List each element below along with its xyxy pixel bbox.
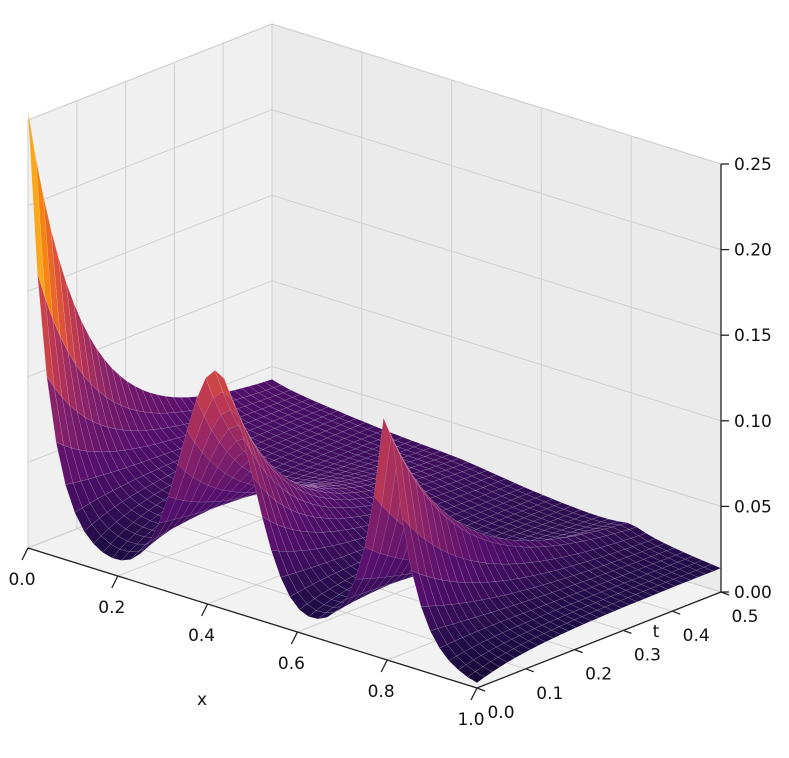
t-tick [477,688,485,691]
x-tick [22,548,28,560]
z-tick-label: 0.00 [734,583,772,603]
z-tick-label: 0.20 [734,241,772,261]
x-tick-label: 1.0 [457,710,484,730]
x-tick [202,604,208,616]
x-tick-label: 0.2 [98,598,125,618]
t-tick-label: 0.4 [683,626,710,646]
t-tick [575,650,583,653]
x-tick [381,660,387,672]
x-tick [291,632,297,644]
t-tick [526,669,534,672]
z-tick-label: 0.15 [734,326,772,346]
t-tick-label: 0.0 [487,703,514,723]
x-axis-label: x [197,690,207,710]
t-axis-label: t [653,622,660,642]
x-tick-label: 0.0 [8,570,35,590]
x-tick-label: 0.4 [188,626,215,646]
x-tick-label: 0.8 [368,682,395,702]
t-tick-label: 0.5 [731,607,758,627]
t-tick-label: 0.1 [536,684,563,704]
t-tick [672,611,680,614]
z-tick-label: 0.10 [734,412,772,432]
t-tick-label: 0.3 [634,645,661,665]
t-tick [623,630,631,633]
x-tick [112,576,118,588]
z-tick-label: 0.05 [734,497,772,517]
x-tick [471,688,477,700]
t-tick-label: 0.2 [585,665,612,685]
x-tick-label: 0.6 [278,654,305,674]
z-tick-label: 0.25 [734,155,772,175]
